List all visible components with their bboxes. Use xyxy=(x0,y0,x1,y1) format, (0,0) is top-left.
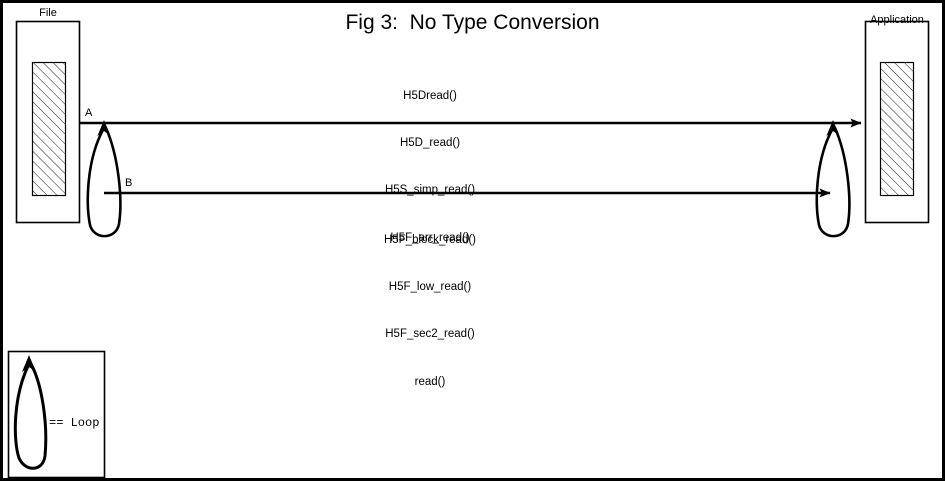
lower-call-0: H5F_block_read() xyxy=(383,233,477,246)
application-box-caption: Application xyxy=(870,14,924,26)
file-box-buffer xyxy=(31,61,67,197)
legend-loop-arrowhead-icon xyxy=(22,355,36,372)
left-loop-arrowhead-icon xyxy=(97,120,111,136)
right-loop-arrowhead-icon xyxy=(826,120,840,136)
lower-call-stack: H5F_block_read() H5F_low_read() H5F_sec2… xyxy=(330,201,530,422)
file-box-caption: File xyxy=(39,7,57,19)
upper-call-2: H5S_simp_read() xyxy=(384,184,476,197)
figure-title: Fig 3: No Type Conversion xyxy=(345,11,600,34)
upper-call-3: H5F_arr_read() xyxy=(390,231,470,244)
lower-call-3: read() xyxy=(414,375,446,388)
upper-call-stack: H5Dread() H5D_read() H5S_simp_read() H5F… xyxy=(330,57,530,278)
application-box-buffer xyxy=(879,61,915,197)
upper-call-1: H5D_read() xyxy=(399,136,461,149)
node-label-b: B xyxy=(125,177,133,189)
node-label-a: A xyxy=(85,107,93,119)
upper-call-0: H5Dread() xyxy=(403,89,457,102)
legend-loop-path xyxy=(13,363,48,470)
lower-call-2: H5F_sec2_read() xyxy=(385,328,475,341)
right-loop-path xyxy=(815,127,851,238)
left-loop-path xyxy=(86,127,122,238)
legend-label: == Loop xyxy=(49,416,100,430)
lower-call-1: H5F_low_read() xyxy=(388,280,472,293)
